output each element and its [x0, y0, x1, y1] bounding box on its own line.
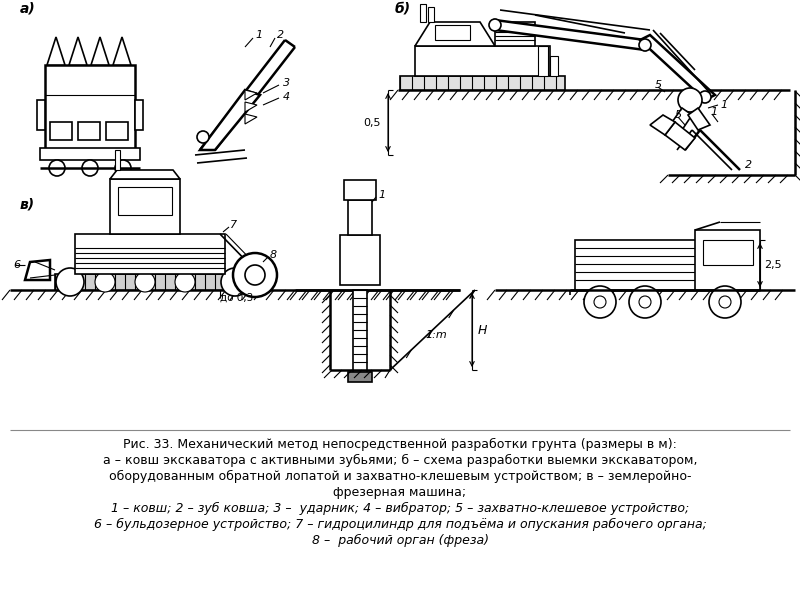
Circle shape	[709, 286, 741, 318]
Circle shape	[489, 19, 501, 31]
Circle shape	[197, 131, 209, 143]
Text: 5: 5	[655, 80, 662, 90]
Text: оборудованным обратной лопатой и захватно-клешевым устройством; в – землеройно-: оборудованным обратной лопатой и захватн…	[109, 470, 691, 483]
Text: 8: 8	[270, 250, 277, 260]
Text: а – ковш экскаватора с активными зубьями; б – схема разработки выемки экскаватор: а – ковш экскаватора с активными зубьями…	[102, 454, 698, 467]
Bar	[135, 100, 143, 130]
Circle shape	[221, 268, 249, 296]
Circle shape	[594, 296, 606, 308]
Bar	[550, 56, 558, 76]
Text: 6: 6	[13, 260, 20, 270]
Text: Рис. 33. Механический метод непосредственной разработки грунта (размеры в м):: Рис. 33. Механический метод непосредстве…	[123, 438, 677, 451]
Bar	[538, 46, 548, 76]
Polygon shape	[200, 90, 260, 150]
Polygon shape	[113, 37, 131, 65]
Polygon shape	[110, 170, 180, 179]
Circle shape	[233, 253, 277, 297]
Polygon shape	[415, 22, 495, 46]
Text: 7: 7	[230, 220, 237, 230]
Circle shape	[678, 88, 702, 112]
Text: а): а)	[20, 1, 36, 15]
Circle shape	[639, 296, 651, 308]
Bar	[115, 150, 120, 170]
Text: 2: 2	[745, 160, 752, 170]
Bar	[400, 76, 565, 90]
Bar	[415, 46, 550, 76]
Polygon shape	[495, 20, 645, 50]
Bar	[40, 148, 140, 160]
Text: H: H	[478, 323, 487, 337]
Circle shape	[82, 160, 98, 176]
Text: 5: 5	[675, 110, 682, 120]
Bar	[344, 180, 376, 200]
Polygon shape	[665, 122, 695, 150]
Polygon shape	[245, 114, 257, 124]
Circle shape	[245, 265, 265, 285]
Text: 1: 1	[710, 107, 717, 117]
Bar	[106, 122, 128, 140]
Text: до 0,3: до 0,3	[220, 293, 254, 303]
Text: 1: 1	[255, 30, 262, 40]
Bar	[348, 200, 372, 235]
Text: 0,5: 0,5	[363, 118, 381, 128]
Circle shape	[115, 160, 131, 176]
Text: 1:m: 1:m	[425, 330, 446, 340]
Bar	[75, 234, 225, 274]
Bar	[50, 122, 72, 140]
Polygon shape	[91, 37, 109, 65]
Polygon shape	[640, 35, 715, 100]
Polygon shape	[245, 102, 257, 112]
Text: в): в)	[20, 198, 35, 212]
Text: 8 –  рабочий орган (фреза): 8 – рабочий орган (фреза)	[311, 534, 489, 547]
Bar	[110, 179, 180, 234]
Bar	[340, 235, 380, 285]
Text: фрезерная машина;: фрезерная машина;	[334, 486, 466, 499]
Text: 4: 4	[283, 92, 290, 102]
Bar	[45, 65, 135, 150]
Polygon shape	[245, 90, 257, 100]
Circle shape	[639, 39, 651, 51]
Circle shape	[56, 268, 84, 296]
Text: 1 – ковш; 2 – зуб ковша; 3 –  ударник; 4 – вибратор; 5 – захватно-клешевое устро: 1 – ковш; 2 – зуб ковша; 3 – ударник; 4 …	[111, 502, 689, 515]
Circle shape	[95, 272, 115, 292]
Text: 1: 1	[720, 100, 727, 110]
Bar	[55, 274, 250, 290]
Text: 6 – бульдозерное устройство; 7 – гидроцилиндр для подъёма и опускания рабочего о: 6 – бульдозерное устройство; 7 – гидроци…	[94, 518, 706, 531]
Text: б): б)	[395, 1, 411, 15]
Polygon shape	[47, 37, 65, 65]
Bar	[420, 4, 426, 22]
Polygon shape	[69, 37, 87, 65]
Circle shape	[629, 286, 661, 318]
Bar	[348, 372, 372, 382]
Bar	[575, 240, 730, 290]
Circle shape	[175, 272, 195, 292]
Text: 3: 3	[283, 78, 290, 88]
Polygon shape	[650, 115, 675, 135]
Circle shape	[49, 160, 65, 176]
Circle shape	[719, 296, 731, 308]
Bar	[703, 240, 753, 265]
Bar	[353, 290, 367, 375]
Circle shape	[584, 286, 616, 318]
Text: 2: 2	[277, 30, 284, 40]
Polygon shape	[688, 108, 710, 130]
Circle shape	[699, 91, 711, 103]
Bar	[695, 230, 760, 290]
Text: 1: 1	[378, 190, 385, 200]
Circle shape	[135, 272, 155, 292]
Text: 2,5: 2,5	[764, 260, 782, 270]
Bar	[495, 22, 535, 46]
Bar	[435, 25, 470, 40]
Bar	[428, 7, 434, 22]
Bar	[37, 100, 45, 130]
Polygon shape	[25, 260, 50, 280]
Bar	[118, 187, 172, 215]
Bar	[78, 122, 100, 140]
Polygon shape	[670, 108, 692, 130]
